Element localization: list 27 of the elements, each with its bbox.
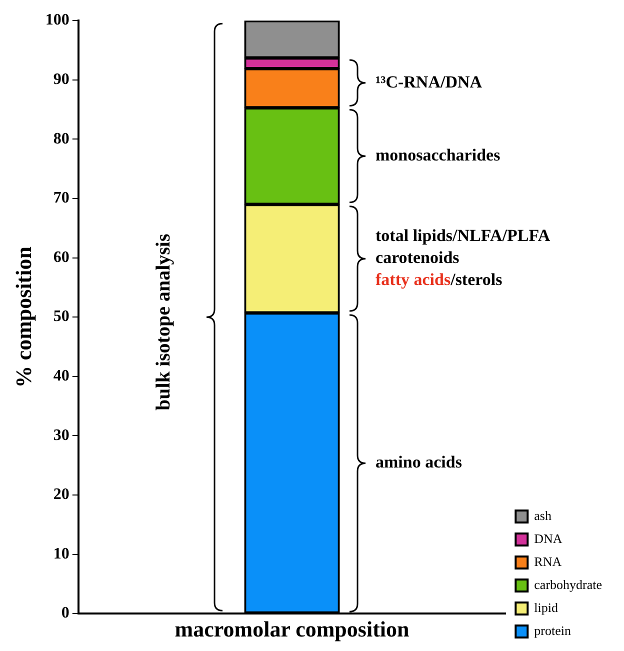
annotation: total lipids/NLFA/PLFA xyxy=(376,226,551,246)
y-tick-label: 100 xyxy=(45,12,70,29)
y-tick-label: 40 xyxy=(53,368,70,385)
annotation: carotenoids xyxy=(376,248,460,268)
legend-label: ash xyxy=(534,508,552,523)
annotation: ¹³C-RNA/DNA xyxy=(376,72,483,92)
x-axis-title: macromolar composition xyxy=(174,616,410,642)
y-tick-label: 60 xyxy=(53,248,70,266)
legend-label: DNA xyxy=(534,530,563,546)
annotation: /sterols xyxy=(450,270,503,290)
y-tick-label: 30 xyxy=(53,426,70,444)
y-tick-label: 90 xyxy=(53,71,70,88)
legend-label: lipid xyxy=(534,600,558,615)
annotation: fatty acids xyxy=(376,270,451,290)
annotation: amino acids xyxy=(376,452,462,472)
y-tick-label: 50 xyxy=(53,308,70,326)
annotation: bulk isotope analysis xyxy=(152,234,175,410)
legend-label: RNA xyxy=(534,554,562,569)
annotation: monosaccharides xyxy=(376,145,501,164)
legend-label: carbohydrate xyxy=(534,576,602,592)
y-tick-label: 20 xyxy=(53,486,70,504)
y-tick-label: 80 xyxy=(53,130,70,148)
y-tick-label: 70 xyxy=(53,190,70,207)
legend-label: protein xyxy=(534,622,572,638)
y-tick-label: 10 xyxy=(53,545,70,562)
y-tick-label: 0 xyxy=(61,604,70,622)
y-axis-title: % composition xyxy=(10,246,36,388)
